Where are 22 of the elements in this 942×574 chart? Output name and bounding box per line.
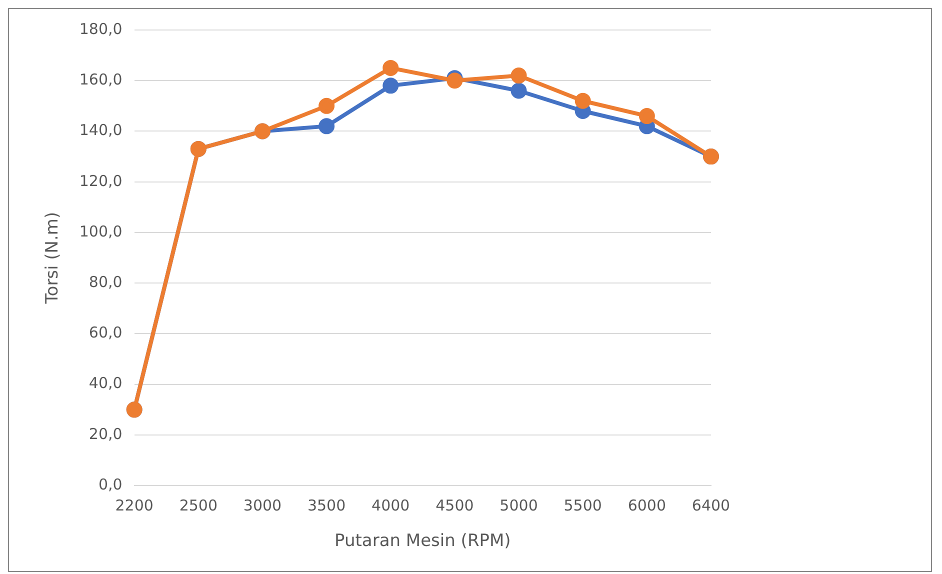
x-axis-title: Putaran Mesin (RPM) bbox=[334, 531, 511, 552]
x-tick-label: 6400 bbox=[692, 496, 730, 514]
x-tick-label: 4000 bbox=[372, 496, 410, 514]
y-tick-label: 40,0 bbox=[88, 374, 122, 392]
x-tick-label: 6000 bbox=[628, 496, 666, 514]
y-tick-label: 20,0 bbox=[88, 424, 122, 443]
x-tick-label: 5000 bbox=[500, 496, 538, 514]
x-tick-label: 5500 bbox=[564, 496, 602, 514]
x-tick-label: 2200 bbox=[115, 496, 154, 514]
x-tick-label: 2500 bbox=[179, 496, 218, 514]
y-tick-label: 120,0 bbox=[79, 172, 122, 190]
x-tick-label: 3000 bbox=[243, 496, 282, 514]
y-tick-label: 140,0 bbox=[79, 121, 122, 140]
x-tick-label: 3500 bbox=[307, 496, 346, 514]
y-tick-label: 80,0 bbox=[88, 273, 122, 291]
y-tick-label: 180,0 bbox=[79, 20, 122, 38]
y-tick-label: 0,0 bbox=[98, 475, 122, 494]
y-tick-label: 60,0 bbox=[88, 324, 122, 342]
y-tick-label: 160,0 bbox=[79, 70, 122, 89]
x-tick-label: 4500 bbox=[436, 496, 474, 514]
y-tick-label: 100,0 bbox=[79, 222, 122, 240]
y-axis-title: Torsi (N.m) bbox=[42, 212, 63, 305]
